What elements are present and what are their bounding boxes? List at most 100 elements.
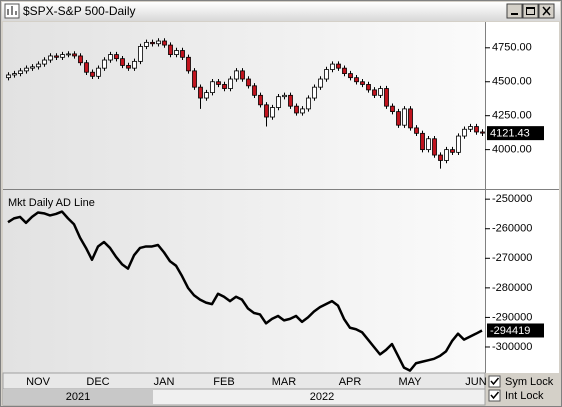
ad-axis xyxy=(485,190,559,373)
candle-body xyxy=(234,70,239,80)
candle-body xyxy=(30,66,35,69)
x-tick-label: JUN xyxy=(465,376,486,388)
candle-body xyxy=(60,54,65,58)
candle-body xyxy=(6,74,11,79)
y-tick-label: 4500.00 xyxy=(492,76,532,88)
candle-body xyxy=(138,46,143,62)
candle-body xyxy=(456,135,461,153)
x-tick-label: JAN xyxy=(154,376,175,388)
candle-body xyxy=(420,132,425,151)
candle-body xyxy=(18,70,23,74)
candle-body xyxy=(108,54,113,61)
last-value-label: 4121.43 xyxy=(490,128,530,140)
candle-body xyxy=(252,85,257,96)
candle-body xyxy=(366,84,371,91)
candle-body xyxy=(258,94,263,106)
candle-body xyxy=(216,81,221,85)
candle-body xyxy=(462,128,467,137)
x-tick-label: NOV xyxy=(26,376,51,388)
candle-body xyxy=(120,58,125,66)
candle-body xyxy=(48,55,53,61)
candle-body xyxy=(414,127,419,134)
candle-body xyxy=(408,108,413,129)
candle-body xyxy=(24,67,29,72)
candle-body xyxy=(228,78,233,89)
candle-body xyxy=(390,105,395,113)
candle-body xyxy=(324,69,329,80)
x-tick-label: APR xyxy=(339,376,362,388)
ad-panel xyxy=(3,190,485,373)
year-label: 2022 xyxy=(310,391,334,403)
candle-body xyxy=(270,107,275,118)
y-tick-label: -270000 xyxy=(492,252,532,264)
candle-body xyxy=(42,59,47,65)
candle-body xyxy=(342,67,347,74)
candle-body xyxy=(54,55,59,58)
candle-body xyxy=(132,60,137,69)
candle-body xyxy=(84,62,89,73)
candle-body xyxy=(384,88,389,107)
candle-body xyxy=(312,86,317,99)
window-icon xyxy=(4,3,20,19)
price-panel xyxy=(3,22,485,189)
candle-body xyxy=(330,63,335,70)
checkbox-label: Sym Lock xyxy=(505,376,554,388)
candle-body xyxy=(336,63,341,69)
candle-body xyxy=(300,108,305,114)
candle-body xyxy=(246,78,251,87)
last-value-box xyxy=(487,323,544,338)
y-tick-label: -280000 xyxy=(492,282,532,294)
maximize-button[interactable] xyxy=(522,3,539,19)
last-value-box xyxy=(487,126,544,141)
panel-title: Mkt Daily AD Line xyxy=(8,197,95,209)
minimize-button[interactable] xyxy=(506,3,523,19)
checkbox-label: Int Lock xyxy=(505,390,544,402)
y-tick-label: -300000 xyxy=(492,341,532,353)
sym-lock[interactable]: Sym Lock xyxy=(488,375,554,388)
year-label: 2021 xyxy=(66,391,90,403)
candle-body xyxy=(126,65,131,69)
candle-body xyxy=(192,70,197,88)
candle-body xyxy=(378,88,383,96)
candle-body xyxy=(156,40,161,45)
candle-body xyxy=(72,53,77,57)
candle-body xyxy=(396,111,401,126)
candle-body xyxy=(90,71,95,77)
candle-body xyxy=(180,50,185,58)
last-value-label: -294419 xyxy=(490,325,530,337)
candle-body xyxy=(468,126,473,130)
candle-body xyxy=(204,92,209,99)
x-tick-label: MAR xyxy=(272,376,297,388)
y-tick-label: 4250.00 xyxy=(492,110,532,122)
y-tick-label: -290000 xyxy=(492,311,532,323)
candle-body xyxy=(318,78,323,88)
x-tick-label: FEB xyxy=(213,376,234,388)
candle-body xyxy=(240,70,245,80)
year-band xyxy=(3,389,153,405)
candle-body xyxy=(66,53,71,56)
ad-line xyxy=(7,210,483,372)
candle-body xyxy=(78,55,83,64)
candle-body xyxy=(144,41,149,47)
candle-body xyxy=(444,149,449,161)
candle-body xyxy=(198,86,203,99)
candle-body xyxy=(162,40,167,46)
candle-body xyxy=(306,97,311,110)
candle-body xyxy=(438,154,443,161)
candle-body xyxy=(426,138,431,151)
candle-body xyxy=(96,67,101,77)
price-axis xyxy=(485,22,559,189)
candle-body xyxy=(402,108,407,126)
candle-body xyxy=(36,63,41,68)
candle-body xyxy=(480,131,485,134)
candle-body xyxy=(450,149,455,153)
candle-body xyxy=(150,41,155,45)
close-button[interactable] xyxy=(538,3,555,19)
x-tick-label: MAY xyxy=(398,376,422,388)
int-lock[interactable]: Int Lock xyxy=(488,389,544,402)
candle-body xyxy=(12,73,17,76)
window-title: $SPX-S&P 500-Daily xyxy=(23,4,136,18)
y-tick-label: 4750.00 xyxy=(492,42,532,54)
candle-body xyxy=(102,59,107,69)
candle-body xyxy=(222,84,227,89)
